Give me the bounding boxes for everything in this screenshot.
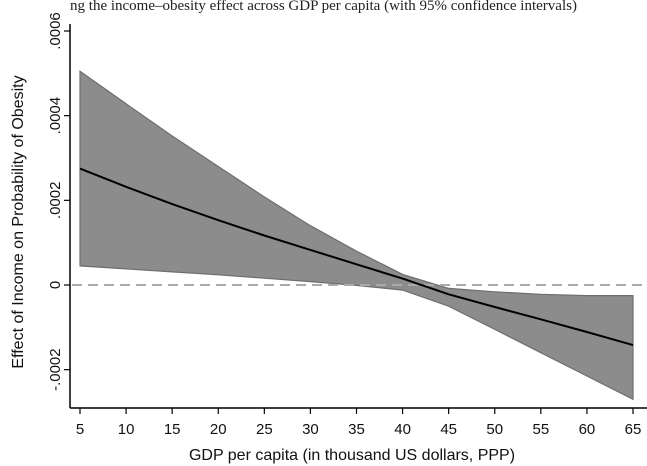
x-tick-label: 50	[486, 421, 503, 438]
y-tick-label: .0002	[47, 182, 64, 220]
confidence-band	[79, 70, 634, 401]
x-tick-label: 20	[210, 421, 227, 438]
x-tick-label: 5	[76, 421, 84, 438]
x-tick-label: 15	[164, 421, 181, 438]
x-tick-label: 30	[302, 421, 319, 438]
x-tick-label: 10	[118, 421, 135, 438]
figure-caption: ng the income–obesity effect across GDP …	[70, 0, 577, 14]
y-tick-label: -.0002	[47, 348, 64, 391]
x-tick-label: 65	[625, 421, 642, 438]
estimate-line	[79, 167, 634, 347]
x-tick-label: 35	[348, 421, 365, 438]
x-tick-label: 55	[532, 421, 549, 438]
y-axis-label: Effect of Income on Probability of Obesi…	[10, 75, 27, 368]
y-tick-label: .0006	[47, 12, 64, 50]
x-tick-label: 45	[440, 421, 457, 438]
x-tick-label: 60	[579, 421, 596, 438]
x-tick-label: 40	[394, 421, 411, 438]
y-tick-label: 0	[47, 281, 64, 289]
x-tick-label: 25	[256, 421, 273, 438]
x-axis-label: GDP per capita (in thousand US dollars, …	[189, 447, 515, 464]
y-tick-label: .0004	[47, 97, 64, 135]
